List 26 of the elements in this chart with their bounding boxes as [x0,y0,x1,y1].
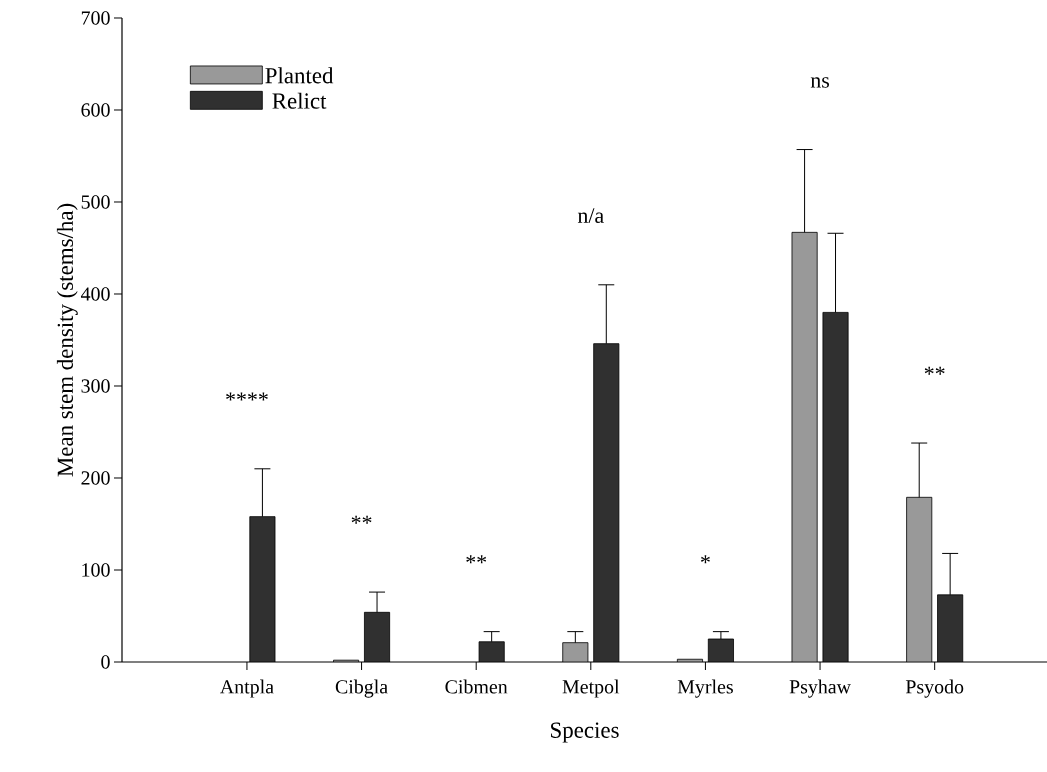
legend-label: Relict [272,92,327,109]
y-tick-label: 300 [81,379,110,393]
y-tick-label: 500 [81,195,110,209]
annotation: ns [810,77,829,88]
y-tick-label: 700 [81,11,110,25]
annotation: ** [466,555,487,564]
x-tick-label: Cibgla [335,679,388,698]
x-tick-label: Psyodo [905,679,964,698]
y-tick-label: 600 [81,103,110,117]
x-axis-title: Species [551,722,619,743]
annotation: n/a [577,208,604,224]
legend-label: Planted [265,67,334,84]
y-tick-label: 200 [81,471,110,485]
annotation: **** [226,392,268,401]
y-tick-label: 400 [80,287,110,301]
x-tick-label: Metpol [562,679,620,698]
x-tick-label: Antpla [220,679,274,698]
y-axis-title: Mean stem density (stems/ha) [56,203,78,477]
x-tick-label: Psyhaw [789,679,851,698]
x-tick-label: Cibmen [445,679,508,694]
annotation: ** [351,515,372,524]
annotation: ** [924,366,945,375]
y-tick-label: 0 [101,655,110,669]
x-tick-label: Myrles [677,679,733,698]
annotation: * [701,555,710,564]
y-tick-label: 100 [82,563,110,577]
